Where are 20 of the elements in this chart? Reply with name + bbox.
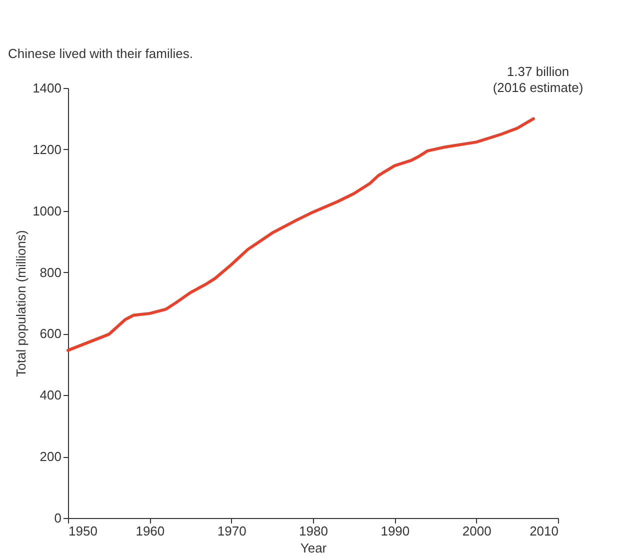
x-tick-label: 2010 xyxy=(530,524,558,538)
y-tick-label: 200 xyxy=(40,449,62,464)
y-tick-label: 0 xyxy=(54,510,62,526)
y-tick-label: 1400 xyxy=(32,80,62,96)
y-tick-label: 800 xyxy=(40,264,62,280)
x-tick-label: 1970 xyxy=(217,524,246,538)
text: Chinese lived with their families. xyxy=(8,46,193,61)
x-axis-title: Year xyxy=(300,540,328,556)
y-tick-label: 1200 xyxy=(32,142,62,157)
y-tick-label: 400 xyxy=(40,388,62,403)
x-tick-label: 1950 xyxy=(68,524,98,538)
x-tick-label: 1960 xyxy=(136,524,165,538)
annotation: 1.37 billion (2016 estimate) xyxy=(492,64,584,95)
y-axis-title: Total population (millions) xyxy=(14,230,29,377)
x-tick-label: 1990 xyxy=(380,524,410,538)
x-tick-label: 1980 xyxy=(299,524,328,538)
x-tick-label: 2000 xyxy=(462,524,492,538)
y-tick-label: 1000 xyxy=(32,203,62,218)
line-series xyxy=(66,117,535,352)
y-tick-label: 600 xyxy=(40,326,62,342)
